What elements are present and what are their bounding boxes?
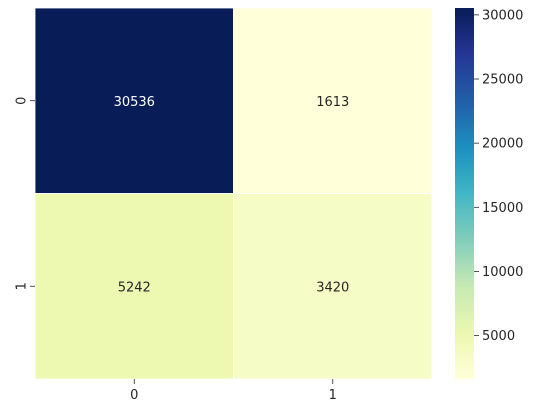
cell-value-label-r0-c0: 30536 (114, 95, 155, 110)
heatmap-cell-r1-c0 (34, 193, 234, 380)
colorbar-tick-label-2: 15000 (482, 201, 523, 216)
colorbar-tick-label-4: 25000 (482, 73, 523, 88)
heatmap-axes: 0 1 0 1 (15, 97, 337, 403)
heatmap-cell-r0-c1 (233, 7, 433, 194)
x-tick-label-1: 1 (329, 388, 337, 403)
colorbar-tick-label-1: 10000 (482, 265, 523, 280)
cell-value-label-r1-c0: 5242 (118, 280, 151, 295)
y-tick-label-1: 1 (15, 282, 30, 290)
cell-value-label-r0-c1: 1613 (316, 95, 349, 110)
cell-value-label-r1-c1: 3420 (316, 280, 349, 295)
colorbar-tick-label-0: 5000 (482, 329, 515, 344)
colorbar-gradient (455, 8, 474, 379)
heatmap-cell-r0-c0 (34, 7, 234, 194)
colorbar-tick-label-3: 20000 (482, 137, 523, 152)
heatmap-cells: 30536 1613 5242 3420 (34, 7, 433, 380)
colorbar: 5000 10000 15000 20000 25000 30000 (455, 8, 523, 379)
colorbar-tick-label-5: 30000 (482, 8, 523, 23)
heatmap-cell-r1-c1 (233, 193, 433, 380)
x-tick-label-0: 0 (130, 388, 138, 403)
y-tick-label-0: 0 (15, 97, 30, 105)
